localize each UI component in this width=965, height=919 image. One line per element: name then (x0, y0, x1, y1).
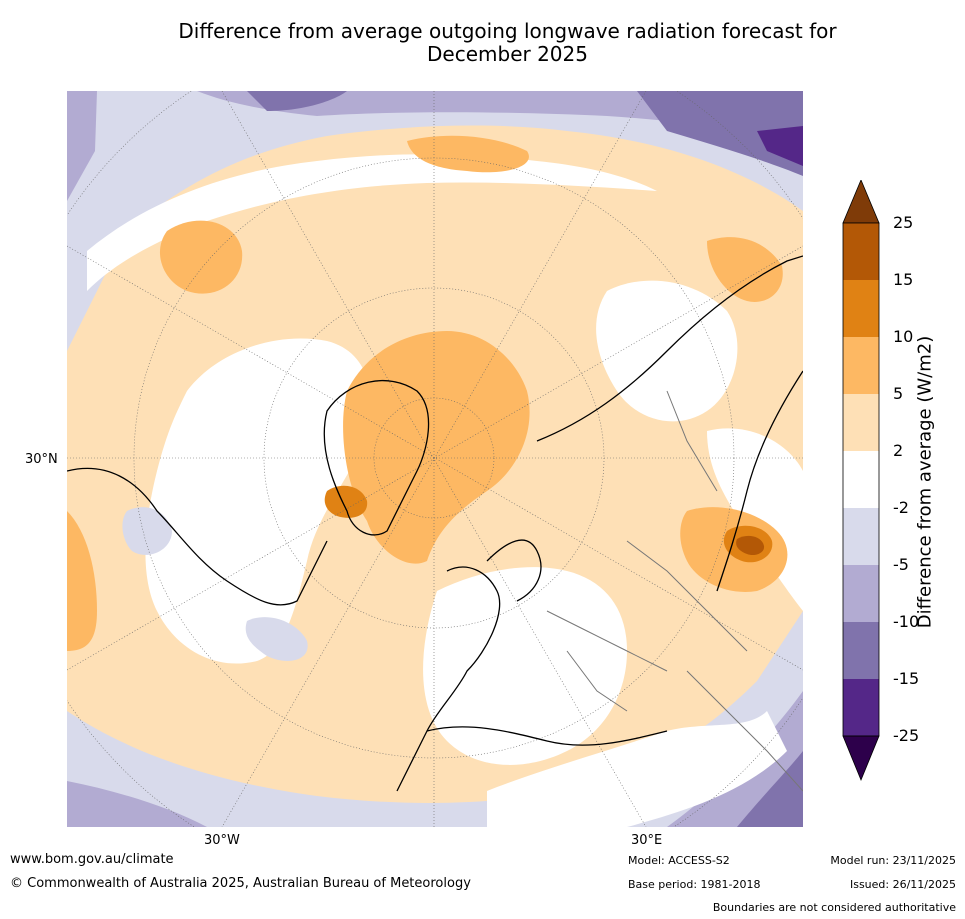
swatch-15-25 (843, 223, 879, 280)
anomaly-negative-top-strong (247, 91, 803, 176)
coast-russia (536, 255, 803, 442)
swatch-neutral (843, 451, 879, 508)
map-canvas (67, 91, 803, 827)
country-borders (546, 390, 803, 792)
graticule (67, 91, 803, 827)
cbar-tick-25: 25 (893, 213, 914, 232)
footer-model: Model: ACCESS-S2 (628, 854, 730, 867)
neutral-europe (423, 567, 627, 765)
swatch-under (842, 735, 880, 782)
footer-issued: Issued: 26/11/2025 (849, 878, 956, 891)
cbar-tick-m15: -15 (893, 669, 920, 688)
footer-base-period: Base period: 1981-2018 (628, 878, 761, 891)
footer-model-run: Model run: 23/11/2025 (830, 854, 956, 867)
positive-pacific-north (159, 220, 243, 294)
title-line-1: Difference from average outgoing longwav… (178, 19, 837, 43)
colorbar-frame (842, 222, 880, 737)
swatch-m25-m15 (843, 679, 879, 736)
positive-strong-greenland (324, 485, 368, 518)
lat-label-30n: 30°N (25, 452, 58, 467)
anomaly-negative-bottom-mid (67, 691, 803, 827)
colorbar-label: Difference from average (W/m2) (914, 335, 936, 629)
swatch-m15-m10 (843, 622, 879, 679)
coast-greenland (323, 379, 430, 536)
title-line-2: December 2025 (427, 42, 588, 66)
positive-east-asia (707, 237, 783, 302)
cbar-tick-15: 15 (893, 270, 914, 289)
swatch-m10-m5 (843, 565, 879, 622)
lon-label-30e: 30°E (631, 833, 663, 848)
negative-patch-pacific (122, 507, 172, 555)
negative-patch-atlantic (245, 617, 308, 661)
cbar-tick-2: 2 (893, 441, 904, 460)
positive-pacific-west (67, 511, 97, 651)
neutral-atlantic-america (145, 338, 371, 664)
polar-map (67, 91, 803, 827)
lon-label-30w: 30°W (204, 833, 240, 848)
colorbar-swatches (842, 178, 880, 782)
coast-north-america (67, 467, 328, 606)
footer-copyright: © Commonwealth of Australia 2025, Austra… (10, 876, 471, 891)
neutral-band-top (87, 154, 657, 291)
swatch-m5-m2 (843, 508, 879, 565)
swatch-5-10 (843, 337, 879, 394)
swatch-2-5 (843, 394, 879, 451)
anomaly-negative-left-mid (67, 91, 97, 201)
anomaly-negative-bottom-strong (737, 751, 803, 827)
coastlines (67, 255, 803, 792)
coast-europe (396, 566, 501, 792)
cbar-tick-m5: -5 (893, 555, 909, 574)
footer-disclaimer: Boundaries are not considered authoritat… (712, 901, 956, 914)
neutral-north-africa (487, 711, 787, 827)
positive-siberia-top (407, 135, 529, 173)
cbar-tick-5: 5 (893, 384, 904, 403)
coast-mediterranean (426, 726, 668, 746)
cbar-tick-m2: -2 (893, 498, 909, 517)
colorbar: 25 15 10 5 2 -2 -5 -10 -15 -25 (840, 178, 960, 790)
positive-peak-china (736, 535, 765, 556)
footer-website[interactable]: www.bom.gov.au/climate (10, 852, 174, 867)
swatch-over (842, 178, 880, 224)
cbar-tick-10: 10 (893, 327, 914, 346)
swatch-10-15 (843, 280, 879, 337)
map-title: Difference from average outgoing longwav… (100, 20, 915, 66)
coast-asia-east (716, 370, 803, 592)
positive-arctic (343, 331, 530, 564)
cbar-tick-m10: -10 (893, 612, 920, 631)
coast-scandinavia (486, 539, 542, 602)
cbar-tick-m25: -25 (893, 726, 920, 745)
anomaly-negative-top-peak (757, 126, 803, 166)
